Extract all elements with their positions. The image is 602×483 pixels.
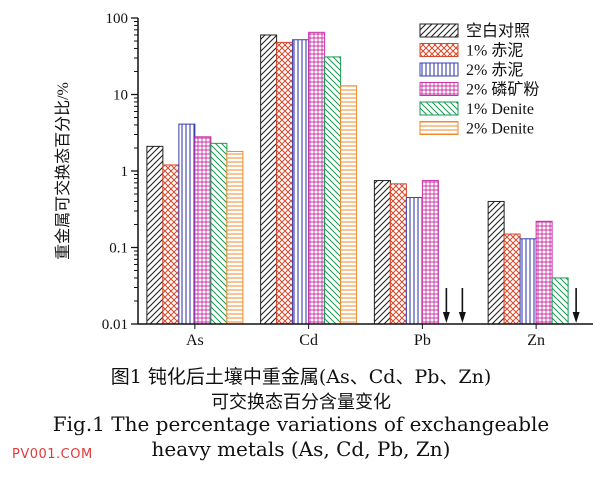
x-tick-label: As <box>186 332 204 345</box>
y-tick-label: 10 <box>113 88 128 104</box>
legend-swatch <box>419 121 459 135</box>
watermark: PV001.COM <box>12 447 93 462</box>
legend-label: 空白对照 <box>466 22 530 40</box>
below-range-arrowhead <box>572 312 580 323</box>
bar <box>519 238 537 325</box>
y-tick-label: 0.01 <box>102 317 128 333</box>
legend-swatch <box>419 82 459 96</box>
caption-en-line2: heavy metals (As, Cd, Pb, Zn) <box>151 437 451 461</box>
x-ticks-group: As Cd Pb Zn <box>186 324 545 345</box>
caption-cn-line1: 图1 钝化后土壤中重金属(As、Cd、Pb、Zn) <box>110 366 492 388</box>
arrows-group <box>442 288 580 323</box>
bars-group <box>146 31 569 325</box>
x-tick-label: Zn <box>527 332 545 345</box>
bar <box>405 197 423 325</box>
bar-chart: 0.01 0.1 1 10 100 As Cd Pb Zn 重金属可交换态百分比/% 空白对照… <box>54 11 593 345</box>
bar <box>389 183 407 325</box>
x-tick-label: Cd <box>299 332 318 345</box>
bar <box>178 123 196 325</box>
y-axis-label: 重金属可交换态百分比/% <box>54 82 72 260</box>
bar <box>194 136 212 325</box>
bar <box>308 31 326 325</box>
bar <box>487 200 505 325</box>
y-tick-label: 1 <box>121 164 129 180</box>
x-tick-label: Pb <box>414 332 431 345</box>
legend-label: 1% 赤泥 <box>466 42 523 60</box>
legend-label: 2% 磷矿粉 <box>466 81 539 99</box>
legend-label: 2% Denite <box>466 121 534 138</box>
legend: 空白对照 1% 赤泥2% 赤泥 2% 磷矿粉 1% Denite 2% Denite <box>419 22 539 138</box>
bar <box>535 220 553 325</box>
bar <box>421 180 439 325</box>
bar <box>226 150 244 325</box>
y-tick-label: 0.1 <box>109 241 128 257</box>
bar <box>340 85 358 325</box>
bar <box>276 41 294 325</box>
bar <box>146 145 164 325</box>
below-range-arrowhead <box>442 312 450 323</box>
bar <box>324 56 342 325</box>
bar <box>373 180 391 325</box>
bar <box>260 34 278 325</box>
bar <box>551 277 569 325</box>
chart-container: 0.01 0.1 1 10 100 As Cd Pb Zn 重金属可交换态百分比/% 空白对照… <box>54 11 593 345</box>
bar <box>162 164 180 325</box>
y-ticks-group: 0.01 0.1 1 10 100 <box>102 11 138 333</box>
y-tick-label: 100 <box>106 11 129 27</box>
legend-label: 2% 赤泥 <box>466 61 523 79</box>
legend-swatch <box>419 62 459 77</box>
bar <box>210 142 228 325</box>
legend-label: 1% Denite <box>466 101 534 118</box>
legend-swatch <box>419 101 459 116</box>
legend-swatch <box>419 23 459 38</box>
below-range-arrowhead <box>458 312 466 323</box>
bar <box>292 39 310 325</box>
caption-cn-line2: 可交换态百分含量变化 <box>211 392 391 413</box>
legend-swatch <box>419 43 459 57</box>
bar <box>503 233 521 325</box>
caption-en-line1: Fig.1 The percentage variations of excha… <box>52 412 550 436</box>
